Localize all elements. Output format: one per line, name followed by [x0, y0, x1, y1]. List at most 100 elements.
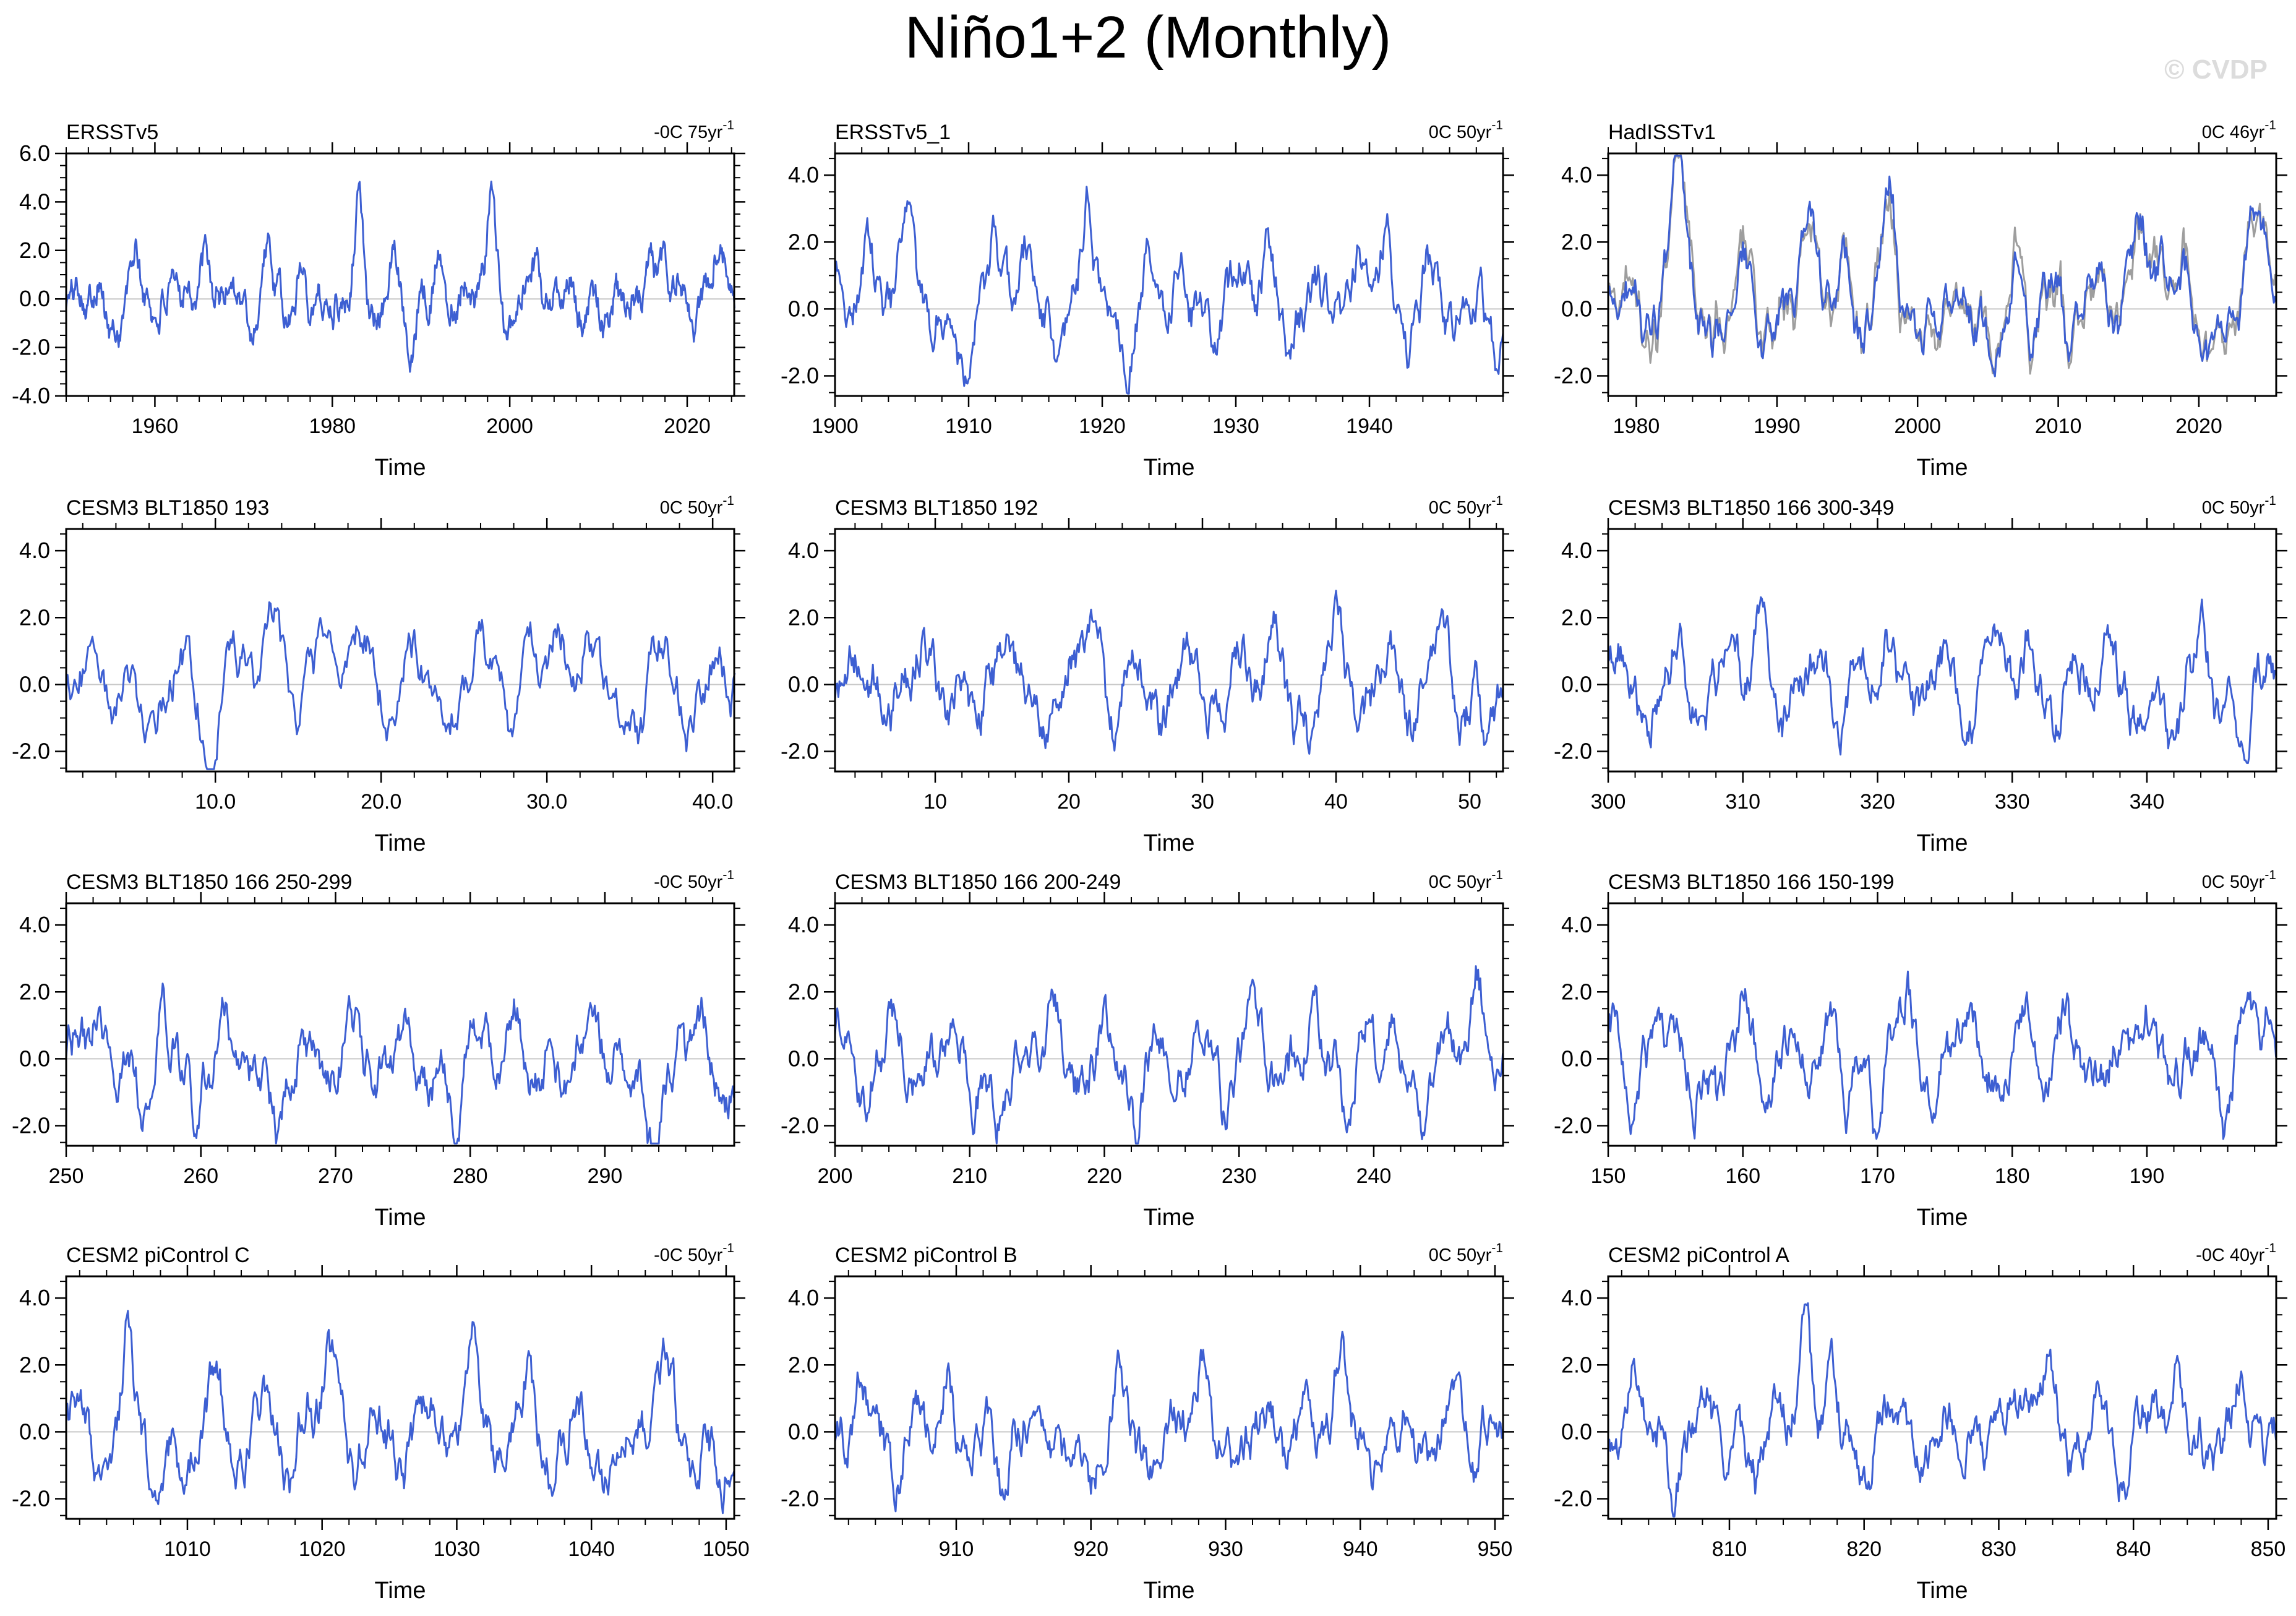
x-tick-label: 1920 — [1079, 415, 1126, 438]
y-axis: 4.0 2.0 0.0 -2.0 — [781, 533, 1514, 769]
x-axis: 300 310 320 330 340 — [1591, 518, 2256, 814]
series-line — [1607, 1302, 2277, 1518]
y-tick-label: 4.0 — [788, 912, 819, 937]
x-tick-label: 1050 — [703, 1537, 750, 1561]
x-axis-title: Time — [1916, 455, 1968, 481]
x-tick-label: 830 — [1981, 1537, 2016, 1561]
y-tick-label: 0.0 — [19, 1419, 50, 1444]
y-axis: 4.0 2.0 0.0 -2.0 — [781, 158, 1514, 393]
series-line — [65, 982, 735, 1145]
y-tick-label: -4.0 — [12, 383, 50, 408]
series-line — [834, 590, 1504, 755]
x-axis: 910 920 930 940 950 — [847, 1265, 1513, 1561]
x-axis: 10 20 30 40 50 — [854, 518, 1497, 814]
y-tick-label: -2.0 — [12, 1113, 50, 1138]
x-tick-label: 810 — [1712, 1537, 1747, 1561]
watermark: © CVDP — [2164, 54, 2268, 85]
trend-label: -0C 50yr-1 — [654, 868, 734, 892]
series-line — [834, 1330, 1504, 1513]
panel-title: CESM3 BLT1850 166 150-199 — [1608, 870, 1894, 894]
x-axis: 200 210 220 230 240 — [818, 892, 1483, 1188]
y-tick-label: 4.0 — [19, 1285, 50, 1310]
plot-frame — [65, 902, 735, 1147]
y-tick-label: 4.0 — [1561, 912, 1592, 937]
x-tick-label: 290 — [588, 1164, 623, 1188]
x-tick-label: 950 — [1478, 1537, 1513, 1561]
x-tick-label: 2010 — [2035, 415, 2082, 438]
x-tick-label: 920 — [1073, 1537, 1108, 1561]
y-axis: 4.0 2.0 0.0 -2.0 — [12, 1281, 745, 1516]
x-axis-title: Time — [1143, 455, 1194, 481]
panel-cesm3-blt1850-166-150-199: 150 160 170 180 190 4.0 2.0 0.0 -2.0 CESM3 BLT185… — [1534, 857, 2296, 1243]
x-axis: 1980 1990 2000 2010 2020 — [1608, 142, 2256, 438]
x-tick-label: 1930 — [1212, 415, 1259, 438]
x-tick-label: 150 — [1591, 1164, 1626, 1188]
plot-frame — [65, 528, 735, 773]
y-tick-label: 4.0 — [1561, 162, 1592, 187]
x-axis-title: Time — [374, 1205, 426, 1231]
x-tick-label: 10 — [923, 790, 947, 814]
y-tick-label: -2.0 — [1554, 1486, 1592, 1511]
x-axis-title: Time — [1916, 1578, 1968, 1604]
y-tick-label: -2.0 — [1554, 739, 1592, 764]
x-tick-label: 330 — [1995, 790, 2030, 814]
x-tick-label: 280 — [453, 1164, 488, 1188]
panel-chart: 150 160 170 180 190 4.0 2.0 0.0 -2.0 CESM3 BLT185… — [1554, 868, 2287, 1231]
y-axis: 4.0 2.0 0.0 -2.0 — [12, 533, 745, 769]
y-tick-label: -2.0 — [781, 739, 819, 764]
x-tick-label: 260 — [183, 1164, 218, 1188]
panel-chart: 10 20 30 40 50 4.0 2.0 0.0 -2.0 CESM3 BLT1850 192… — [781, 494, 1514, 856]
y-tick-label: 4.0 — [788, 1285, 819, 1310]
x-tick-label: 200 — [818, 1164, 853, 1188]
y-tick-label: 4.0 — [788, 538, 819, 563]
x-tick-label: 270 — [318, 1164, 353, 1188]
panel-hadisstv1: 1980 1990 2000 2010 2020 4.0 2.0 0.0 -2.0 HadISST… — [1534, 107, 2296, 493]
y-tick-label: -2.0 — [1554, 1113, 1592, 1138]
y-tick-label: 0.0 — [1561, 671, 1592, 697]
x-axis-title: Time — [1143, 830, 1194, 856]
x-tick-label: 1010 — [164, 1537, 211, 1561]
y-tick-label: 0.0 — [788, 296, 819, 321]
plot-frame — [1607, 902, 2277, 1147]
panel-cesm3-blt1850-166-250-299: 250 260 270 280 290 4.0 2.0 0.0 -2.0 CESM3 BLT185… — [0, 857, 762, 1243]
trend-label: 0C 50yr-1 — [1429, 868, 1503, 892]
x-tick-label: 40.0 — [692, 790, 733, 814]
y-tick-label: 4.0 — [1561, 538, 1592, 563]
panel-title: ERSSTv5_1 — [835, 121, 951, 144]
trend-label: -0C 75yr-1 — [654, 118, 734, 142]
y-tick-label: 2.0 — [788, 1352, 819, 1377]
series-line — [1607, 155, 2277, 377]
y-tick-label: 2.0 — [1561, 229, 1592, 254]
x-tick-label: 930 — [1208, 1537, 1243, 1561]
x-tick-label: 190 — [2130, 1164, 2165, 1188]
panel-chart: 10.0 20.0 30.0 40.0 4.0 2.0 0.0 -2.0 CESM3 BLT18… — [12, 494, 745, 856]
y-tick-label: 6.0 — [19, 140, 50, 166]
panel-cesm3-blt1850-166-200-249: 200 210 220 230 240 4.0 2.0 0.0 -2.0 CESM3 BLT185… — [761, 857, 1531, 1243]
y-tick-label: -2.0 — [781, 363, 819, 389]
x-tick-label: 220 — [1087, 1164, 1122, 1188]
y-tick-label: 4.0 — [19, 189, 50, 214]
panel-cesm2-picontrol-c: 1010 1020 1030 1040 1050 4.0 2.0 0.0 -2.0 CESM2 p… — [0, 1230, 762, 1616]
x-axis-title: Time — [1143, 1578, 1194, 1604]
panel-chart: 250 260 270 280 290 4.0 2.0 0.0 -2.0 CESM3 BLT185… — [12, 868, 745, 1231]
y-axis: 4.0 2.0 0.0 -2.0 — [12, 908, 745, 1143]
series-line — [834, 965, 1504, 1145]
y-tick-label: -2.0 — [12, 1486, 50, 1511]
panel-title: CESM2 piControl C — [66, 1244, 250, 1267]
y-tick-label: 4.0 — [19, 538, 50, 563]
panel-cesm3-blt1850-166-300-349: 300 310 320 330 340 4.0 2.0 0.0 -2.0 CESM3 BLT185… — [1534, 483, 2296, 869]
panel-chart: 1900 1910 1920 1930 1940 4.0 2.0 0.0 -2.0 ERSSTv5… — [781, 118, 1514, 481]
x-tick-label: 840 — [2116, 1537, 2151, 1561]
x-tick-label: 20.0 — [361, 790, 401, 814]
y-tick-label: 0.0 — [19, 286, 50, 311]
x-tick-label: 170 — [1860, 1164, 1895, 1188]
y-tick-label: -2.0 — [781, 1486, 819, 1511]
y-tick-label: 2.0 — [788, 604, 819, 630]
panel-title: CESM2 piControl B — [835, 1244, 1017, 1267]
x-tick-label: 1030 — [434, 1537, 481, 1561]
y-tick-label: 2.0 — [19, 1352, 50, 1377]
x-tick-label: 820 — [1846, 1537, 1882, 1561]
trend-label: 0C 50yr-1 — [1429, 494, 1503, 518]
companion-series-line — [1607, 154, 2277, 377]
panel-chart: 300 310 320 330 340 4.0 2.0 0.0 -2.0 CESM3 BLT185… — [1554, 494, 2287, 856]
